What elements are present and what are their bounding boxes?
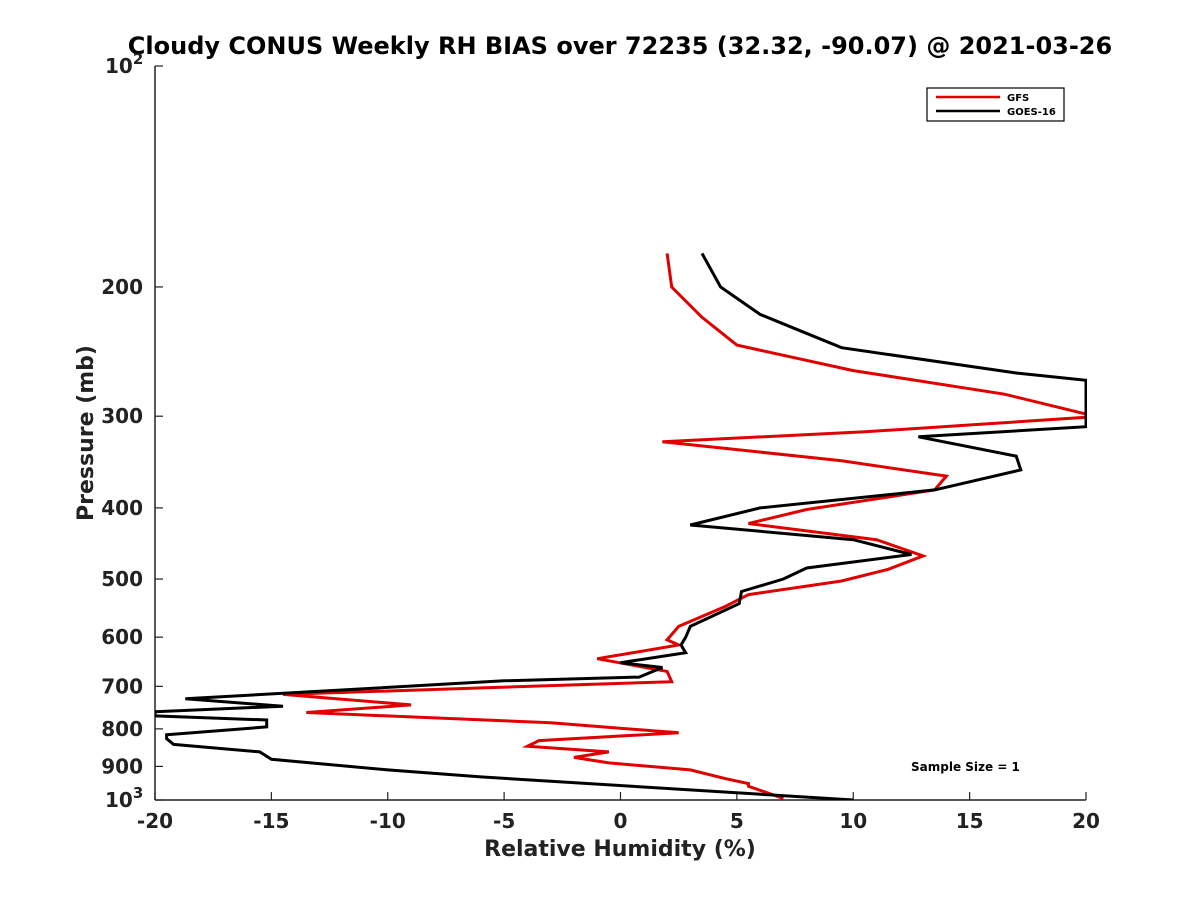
x-tick-label: 10 xyxy=(839,809,867,833)
legend-label-goes16: GOES-16 xyxy=(1007,107,1056,118)
y-tick-label: 400 xyxy=(101,496,143,520)
data-series xyxy=(155,252,1087,800)
y-tick-exponent: 2 xyxy=(133,50,143,68)
y-tick-label: 900 xyxy=(101,754,143,778)
x-tick-label: 5 xyxy=(730,809,744,833)
x-tick-label: 15 xyxy=(956,809,984,833)
y-tick-label: 102 xyxy=(105,50,143,78)
x-tick-label: 20 xyxy=(1072,809,1100,833)
chart-title: Cloudy CONUS Weekly RH BIAS over 72235 (… xyxy=(128,32,1112,60)
x-axis-ticks: -20 -15 -10 -5 0 5 10 15 20 xyxy=(137,792,1100,833)
series-line-gfs xyxy=(282,253,1087,800)
plot-axes xyxy=(154,66,1086,801)
y-tick-label: 103 xyxy=(105,784,143,812)
legend-box xyxy=(926,87,1065,122)
y-tick-exponent: 3 xyxy=(133,784,143,802)
x-tick-label: -10 xyxy=(370,809,406,833)
y-tick-label: 300 xyxy=(101,404,143,428)
y-tick-label: 600 xyxy=(101,625,143,649)
y-axis-label: Pressure (mb) xyxy=(74,345,99,521)
legend-label-gfs: GFS xyxy=(1007,93,1029,104)
x-tick-label: -15 xyxy=(253,809,289,833)
x-axis-label: Relative Humidity (%) xyxy=(484,837,756,862)
y-tick-label: 500 xyxy=(101,567,143,591)
x-tick-label: -20 xyxy=(137,809,173,833)
y-tick-label: 200 xyxy=(101,275,143,299)
x-tick-label: 0 xyxy=(614,809,628,833)
y-axis-ticks: 102 200 300 400 500 600 700 800 900 103 xyxy=(101,50,163,812)
series-line-goes16 xyxy=(155,252,1087,800)
y-tick-label: 800 xyxy=(101,717,143,741)
x-tick-label: -5 xyxy=(493,809,515,833)
sample-size-annotation: Sample Size = 1 xyxy=(911,760,1020,774)
legend: GFS GOES-16 xyxy=(926,87,1065,122)
y-tick-label: 700 xyxy=(101,674,143,698)
